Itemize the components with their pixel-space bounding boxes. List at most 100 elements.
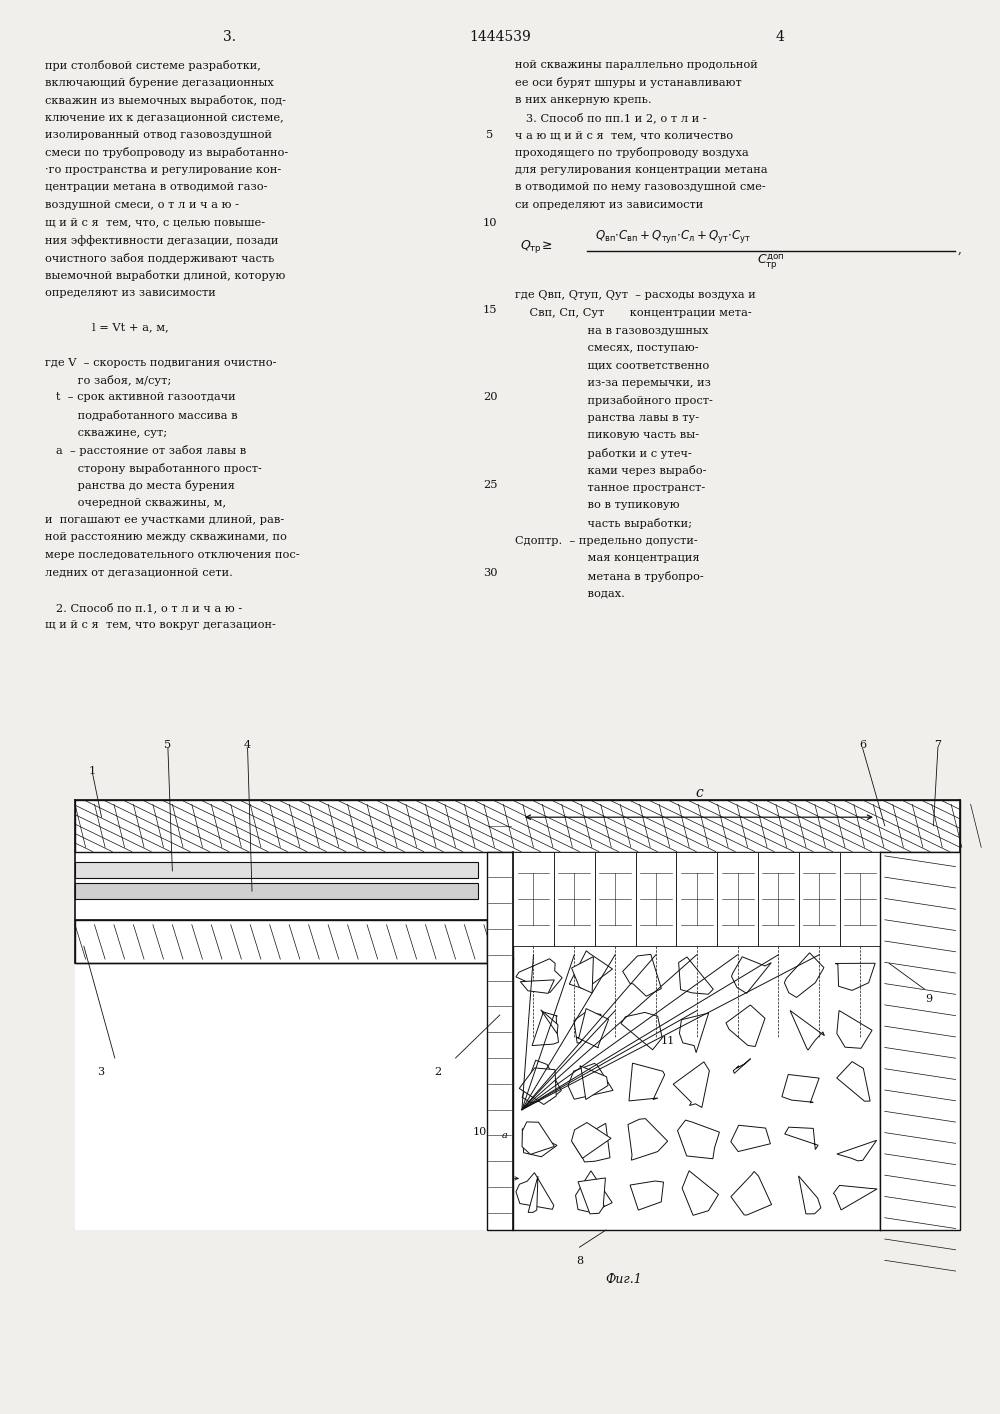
Polygon shape [630, 1181, 664, 1210]
Text: мере последовательного отключения пос-: мере последовательного отключения пос- [45, 550, 300, 560]
Polygon shape [572, 957, 593, 993]
Text: подработанного массива в: подработанного массива в [45, 410, 238, 421]
Text: 3.: 3. [224, 30, 237, 44]
Text: 6: 6 [859, 740, 866, 749]
Text: $Q_{\rm тр}\!\geq$: $Q_{\rm тр}\!\geq$ [520, 238, 552, 255]
Text: в них анкерную крепь.: в них анкерную крепь. [515, 95, 652, 105]
Text: $Q_{\rm вп}{\cdot}C_{\rm вп}+Q_{\rm туп}{\cdot}C_{\rm л}+Q_{\rm ут}{\cdot}C_{\rm: $Q_{\rm вп}{\cdot}C_{\rm вп}+Q_{\rm туп}… [595, 228, 751, 245]
Text: изолированный отвод газовоздушной: изолированный отвод газовоздушной [45, 130, 272, 140]
Text: призабойного прост-: призабойного прост- [515, 396, 713, 406]
Text: очередной скважины, м,: очередной скважины, м, [45, 498, 226, 508]
Text: Фиг.1: Фиг.1 [605, 1273, 642, 1285]
Polygon shape [837, 1062, 870, 1102]
Text: 10: 10 [472, 1127, 487, 1137]
Polygon shape [682, 1171, 718, 1215]
Polygon shape [532, 1012, 559, 1045]
Text: в отводимой по нему газовоздушной сме-: в отводимой по нему газовоздушной сме- [515, 182, 766, 192]
Polygon shape [75, 863, 478, 878]
Polygon shape [679, 1012, 709, 1052]
Text: 2. Способ по п.1, о т л и ч а ю -: 2. Способ по п.1, о т л и ч а ю - [45, 602, 242, 614]
Polygon shape [731, 957, 771, 994]
Polygon shape [75, 800, 960, 851]
Polygon shape [717, 851, 758, 946]
Polygon shape [731, 1171, 772, 1215]
Polygon shape [799, 851, 840, 946]
Text: скважин из выемочных выработок, под-: скважин из выемочных выработок, под- [45, 95, 286, 106]
Text: ной скважины параллельно продольной: ной скважины параллельно продольной [515, 59, 758, 71]
Polygon shape [75, 921, 487, 963]
Polygon shape [574, 1012, 601, 1044]
Text: 3: 3 [97, 1066, 104, 1076]
Text: 20: 20 [483, 393, 497, 403]
Text: включающий бурение дегазационных: включающий бурение дегазационных [45, 78, 274, 89]
Text: 5: 5 [164, 740, 171, 749]
Polygon shape [784, 953, 824, 997]
Polygon shape [75, 882, 478, 899]
Polygon shape [621, 1012, 662, 1049]
Text: ранства лавы в ту-: ранства лавы в ту- [515, 413, 699, 423]
Polygon shape [568, 1063, 613, 1099]
Text: 1444539: 1444539 [469, 30, 531, 44]
Text: ками через вырабо-: ками через вырабо- [515, 465, 706, 477]
Text: ния эффективности дегазации, позади: ния эффективности дегазации, позади [45, 235, 278, 246]
Text: определяют из зависимости: определяют из зависимости [45, 287, 216, 297]
Text: c: c [695, 786, 703, 800]
Text: 7: 7 [934, 740, 941, 749]
Polygon shape [782, 1075, 819, 1103]
Text: 15: 15 [483, 305, 497, 315]
Text: 1: 1 [89, 765, 96, 776]
Text: ,: , [958, 242, 962, 256]
Polygon shape [576, 1171, 612, 1213]
Text: часть выработки;: часть выработки; [515, 518, 692, 529]
Text: 2: 2 [434, 1066, 441, 1076]
Polygon shape [522, 1121, 554, 1154]
Text: ч а ю щ и й с я  тем, что количество: ч а ю щ и й с я тем, что количество [515, 130, 733, 140]
Text: где Qвп, Qтуп, Qут  – расходы воздуха и: где Qвп, Qтуп, Qут – расходы воздуха и [515, 290, 756, 301]
Polygon shape [516, 959, 562, 993]
Text: Cдоптр.  – предельно допусти-: Cдоптр. – предельно допусти- [515, 536, 698, 546]
Polygon shape [520, 980, 554, 994]
Text: 8: 8 [576, 1256, 583, 1266]
Polygon shape [758, 851, 799, 946]
Polygon shape [571, 1123, 611, 1158]
Text: 4: 4 [244, 740, 251, 749]
Text: 9: 9 [925, 994, 933, 1004]
Text: выемочной выработки длиной, которую: выемочной выработки длиной, которую [45, 270, 285, 281]
Polygon shape [623, 954, 661, 997]
Polygon shape [569, 950, 613, 990]
Polygon shape [799, 1176, 821, 1213]
Polygon shape [837, 1140, 877, 1161]
Text: центрации метана в отводимой газо-: центрации метана в отводимой газо- [45, 182, 268, 192]
Text: t  – срок активной газоотдачи: t – срок активной газоотдачи [45, 393, 236, 403]
Text: очистного забоя поддерживают часть: очистного забоя поддерживают часть [45, 253, 274, 263]
Text: l = Vt + a, м,: l = Vt + a, м, [45, 322, 169, 332]
Text: ключение их к дегазационной системе,: ключение их к дегазационной системе, [45, 113, 284, 123]
Text: во в тупиковую: во в тупиковую [515, 501, 680, 510]
Text: щ и й с я  тем, что, с целью повыше-: щ и й с я тем, что, с целью повыше- [45, 218, 265, 228]
Text: для регулирования концентрации метана: для регулирования концентрации метана [515, 165, 768, 175]
Polygon shape [835, 963, 875, 990]
Text: ·го пространства и регулирование кон-: ·го пространства и регулирование кон- [45, 165, 281, 175]
Polygon shape [678, 1120, 719, 1158]
Polygon shape [833, 1185, 877, 1210]
Polygon shape [731, 1126, 770, 1151]
Text: водах.: водах. [515, 588, 625, 598]
Text: щ и й с я  тем, что вокруг дегазацион-: щ и й с я тем, что вокруг дегазацион- [45, 619, 276, 631]
Text: 11: 11 [661, 1036, 675, 1046]
Text: 3. Способ по пп.1 и 2, о т л и -: 3. Способ по пп.1 и 2, о т л и - [515, 113, 707, 123]
Text: работки и с утеч-: работки и с утеч- [515, 448, 692, 460]
Text: 4: 4 [776, 30, 784, 44]
Polygon shape [628, 1118, 668, 1161]
Polygon shape [837, 1011, 872, 1048]
Polygon shape [528, 1176, 538, 1212]
Text: си определяют из зависимости: си определяют из зависимости [515, 199, 703, 211]
Polygon shape [636, 851, 676, 946]
Text: танное пространст-: танное пространст- [515, 484, 705, 493]
Polygon shape [840, 851, 880, 946]
Text: при столбовой системе разработки,: при столбовой системе разработки, [45, 59, 261, 71]
Text: воздушной смеси, о т л и ч а ю -: воздушной смеси, о т л и ч а ю - [45, 199, 239, 211]
Polygon shape [580, 1066, 608, 1100]
Text: проходящего по трубопроводу воздуха: проходящего по трубопроводу воздуха [515, 147, 749, 158]
Text: ранства до места бурения: ранства до места бурения [45, 479, 235, 491]
Text: 25: 25 [483, 479, 497, 491]
